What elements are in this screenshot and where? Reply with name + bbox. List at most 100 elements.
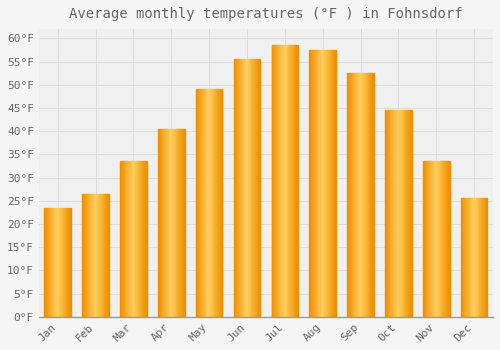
- Bar: [172, 129, 173, 317]
- Bar: [437, 161, 438, 317]
- Bar: [247, 59, 248, 317]
- Bar: [321, 50, 322, 317]
- Bar: [401, 110, 402, 317]
- Bar: [410, 110, 411, 317]
- Bar: [478, 198, 480, 317]
- Bar: [83, 194, 84, 317]
- Bar: [392, 110, 393, 317]
- Bar: [178, 129, 179, 317]
- Bar: [283, 45, 284, 317]
- Bar: [55, 208, 56, 317]
- Bar: [447, 161, 448, 317]
- Bar: [98, 194, 99, 317]
- Bar: [372, 73, 373, 317]
- Bar: [253, 59, 254, 317]
- Bar: [432, 161, 434, 317]
- Bar: [166, 129, 167, 317]
- Bar: [165, 129, 166, 317]
- Bar: [328, 50, 329, 317]
- Bar: [129, 161, 130, 317]
- Bar: [390, 110, 392, 317]
- Bar: [179, 129, 180, 317]
- Bar: [209, 89, 210, 317]
- Bar: [234, 59, 236, 317]
- Bar: [57, 208, 58, 317]
- Bar: [60, 208, 62, 317]
- Bar: [44, 208, 46, 317]
- Bar: [217, 89, 218, 317]
- Bar: [409, 110, 410, 317]
- Bar: [476, 198, 477, 317]
- Bar: [214, 89, 216, 317]
- Bar: [370, 73, 371, 317]
- Bar: [70, 208, 71, 317]
- Bar: [101, 194, 102, 317]
- Bar: [368, 73, 370, 317]
- Bar: [64, 208, 65, 317]
- Bar: [82, 194, 83, 317]
- Bar: [122, 161, 123, 317]
- Bar: [87, 194, 88, 317]
- Bar: [400, 110, 401, 317]
- Bar: [159, 129, 160, 317]
- Bar: [431, 161, 432, 317]
- Bar: [85, 194, 86, 317]
- Bar: [245, 59, 246, 317]
- Bar: [275, 45, 276, 317]
- Bar: [180, 129, 181, 317]
- Bar: [50, 208, 51, 317]
- Bar: [124, 161, 126, 317]
- Bar: [176, 129, 178, 317]
- Bar: [201, 89, 202, 317]
- Bar: [145, 161, 146, 317]
- Bar: [255, 59, 256, 317]
- Bar: [469, 198, 470, 317]
- Bar: [318, 50, 319, 317]
- Bar: [335, 50, 336, 317]
- Bar: [327, 50, 328, 317]
- Title: Average monthly temperatures (°F ) in Fohnsdorf: Average monthly temperatures (°F ) in Fo…: [69, 7, 462, 21]
- Bar: [480, 198, 481, 317]
- Bar: [462, 198, 464, 317]
- Bar: [182, 129, 183, 317]
- Bar: [252, 59, 253, 317]
- Bar: [482, 198, 483, 317]
- Bar: [448, 161, 450, 317]
- Bar: [356, 73, 357, 317]
- Bar: [208, 89, 209, 317]
- Bar: [364, 73, 365, 317]
- Bar: [138, 161, 140, 317]
- Bar: [278, 45, 280, 317]
- Bar: [468, 198, 469, 317]
- Bar: [143, 161, 144, 317]
- Bar: [158, 129, 159, 317]
- Bar: [470, 198, 472, 317]
- Bar: [288, 45, 290, 317]
- Bar: [218, 89, 219, 317]
- Bar: [54, 208, 55, 317]
- Bar: [444, 161, 445, 317]
- Bar: [46, 208, 47, 317]
- Bar: [203, 89, 204, 317]
- Bar: [144, 161, 145, 317]
- Bar: [351, 73, 352, 317]
- Bar: [52, 208, 54, 317]
- Bar: [475, 198, 476, 317]
- Bar: [466, 198, 467, 317]
- Bar: [477, 198, 478, 317]
- Bar: [332, 50, 334, 317]
- Bar: [393, 110, 394, 317]
- Bar: [430, 161, 431, 317]
- Bar: [68, 208, 69, 317]
- Bar: [290, 45, 291, 317]
- Bar: [238, 59, 239, 317]
- Bar: [365, 73, 366, 317]
- Bar: [315, 50, 316, 317]
- Bar: [102, 194, 104, 317]
- Bar: [467, 198, 468, 317]
- Bar: [403, 110, 404, 317]
- Bar: [241, 59, 242, 317]
- Bar: [438, 161, 439, 317]
- Bar: [272, 45, 274, 317]
- Bar: [354, 73, 356, 317]
